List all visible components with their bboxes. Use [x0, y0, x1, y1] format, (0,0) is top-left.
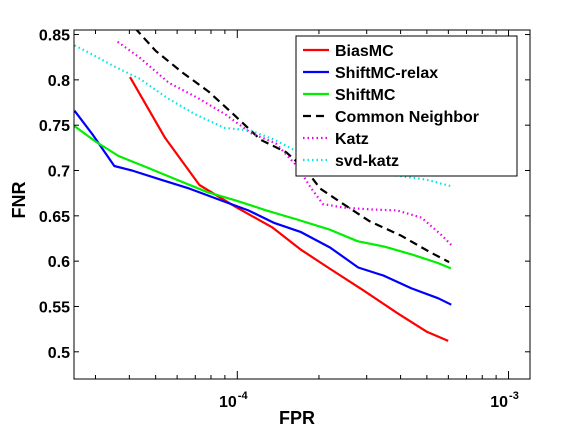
- y-axis-title: FNR: [9, 182, 29, 219]
- y-tick-label: 0.85: [39, 28, 70, 45]
- axes-frame: [73, 29, 531, 380]
- y-tick-label: 0.55: [39, 299, 70, 316]
- series-line-shiftmc-relax: [74, 110, 452, 306]
- legend-label: svd-katz: [335, 153, 399, 170]
- legend: BiasMC ShiftMC-relax ShiftMC Common Neighbo…: [295, 35, 518, 177]
- legend-label: Katz: [335, 131, 369, 148]
- series-line-shiftmc: [74, 125, 452, 270]
- series-line-svd-katz: [74, 44, 451, 187]
- y-tick-label: 0.6: [48, 254, 70, 271]
- y-tick-label: 0.8: [48, 73, 70, 90]
- y-tick-label: 0.7: [48, 164, 70, 181]
- legend-label: BiasMC: [335, 43, 394, 60]
- legend-box: [295, 35, 518, 177]
- legend-label: Common Neighbor: [335, 109, 479, 126]
- y-tick-label: 0.5: [48, 345, 70, 362]
- legend-label: ShiftMC-relax: [335, 65, 438, 82]
- series-line-katz: [116, 40, 453, 247]
- series-line-biasmc: [129, 76, 449, 342]
- y-tick-label: 0.65: [39, 209, 70, 226]
- y-tick-label: 0.75: [39, 118, 70, 135]
- x-axis-title: FPR: [279, 408, 315, 428]
- legend-label: ShiftMC: [335, 87, 396, 104]
